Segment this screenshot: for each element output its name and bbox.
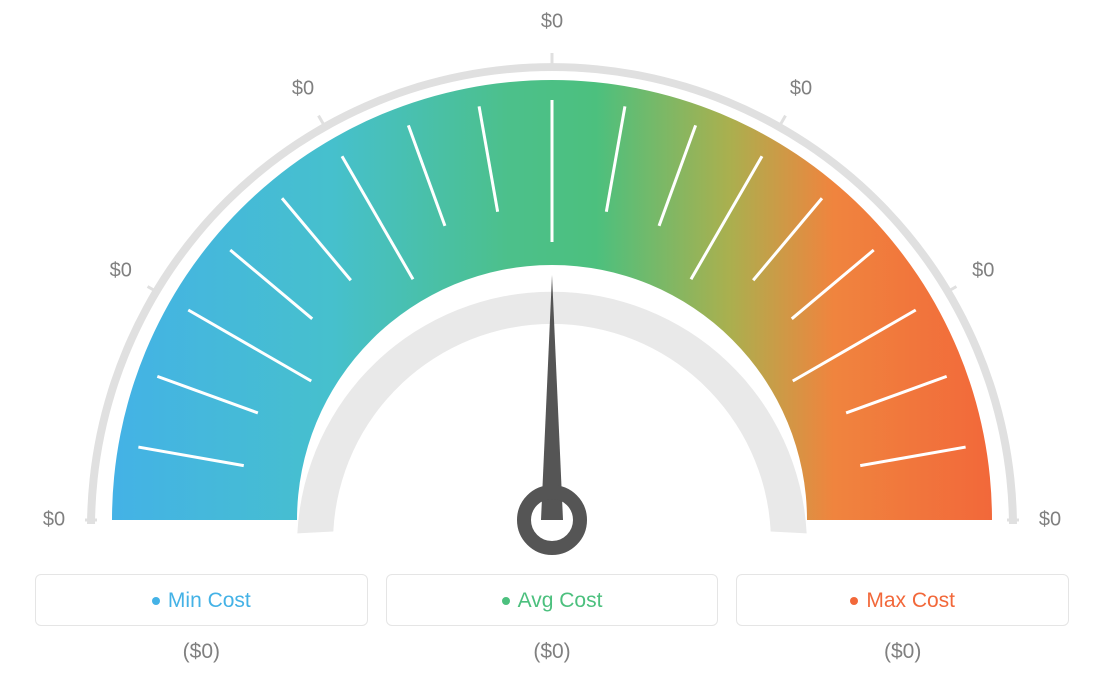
legend-value: ($0)	[533, 640, 570, 664]
gauge-tick-label: $0	[790, 77, 812, 100]
legend-dot-icon	[152, 597, 160, 605]
gauge-tick-label: $0	[1039, 509, 1061, 532]
legend-row: Min Cost ($0) Avg Cost ($0) Max Cost ($0)	[0, 562, 1104, 690]
gauge-tick-label: $0	[292, 77, 314, 100]
legend-box: Max Cost	[736, 574, 1069, 626]
legend-box: Min Cost	[35, 574, 368, 626]
gauge-tick-label: $0	[110, 260, 132, 283]
gauge-area: $0 $0 $0 $0 $0 $0 $0	[0, 0, 1104, 560]
legend-dot-icon	[502, 597, 510, 605]
gauge-svg	[22, 20, 1082, 580]
gauge-tick-label: $0	[972, 260, 994, 283]
legend-box: Avg Cost	[386, 574, 719, 626]
legend-label: Max Cost	[866, 589, 955, 613]
legend-value: ($0)	[884, 640, 921, 664]
gauge-tick-label: $0	[43, 509, 65, 532]
legend-item: Min Cost ($0)	[35, 574, 368, 690]
legend-item: Max Cost ($0)	[736, 574, 1069, 690]
legend-item: Avg Cost ($0)	[386, 574, 719, 690]
cost-gauge-chart: $0$0$0$0$0$0$0 Min Cost($0)Avg Cost($0)M…	[0, 0, 1104, 690]
legend-label: Min Cost	[168, 589, 251, 613]
legend-value: ($0)	[183, 640, 220, 664]
gauge-tick-label: $0	[541, 11, 563, 34]
legend-dot-icon	[850, 597, 858, 605]
legend-label: Avg Cost	[518, 589, 603, 613]
